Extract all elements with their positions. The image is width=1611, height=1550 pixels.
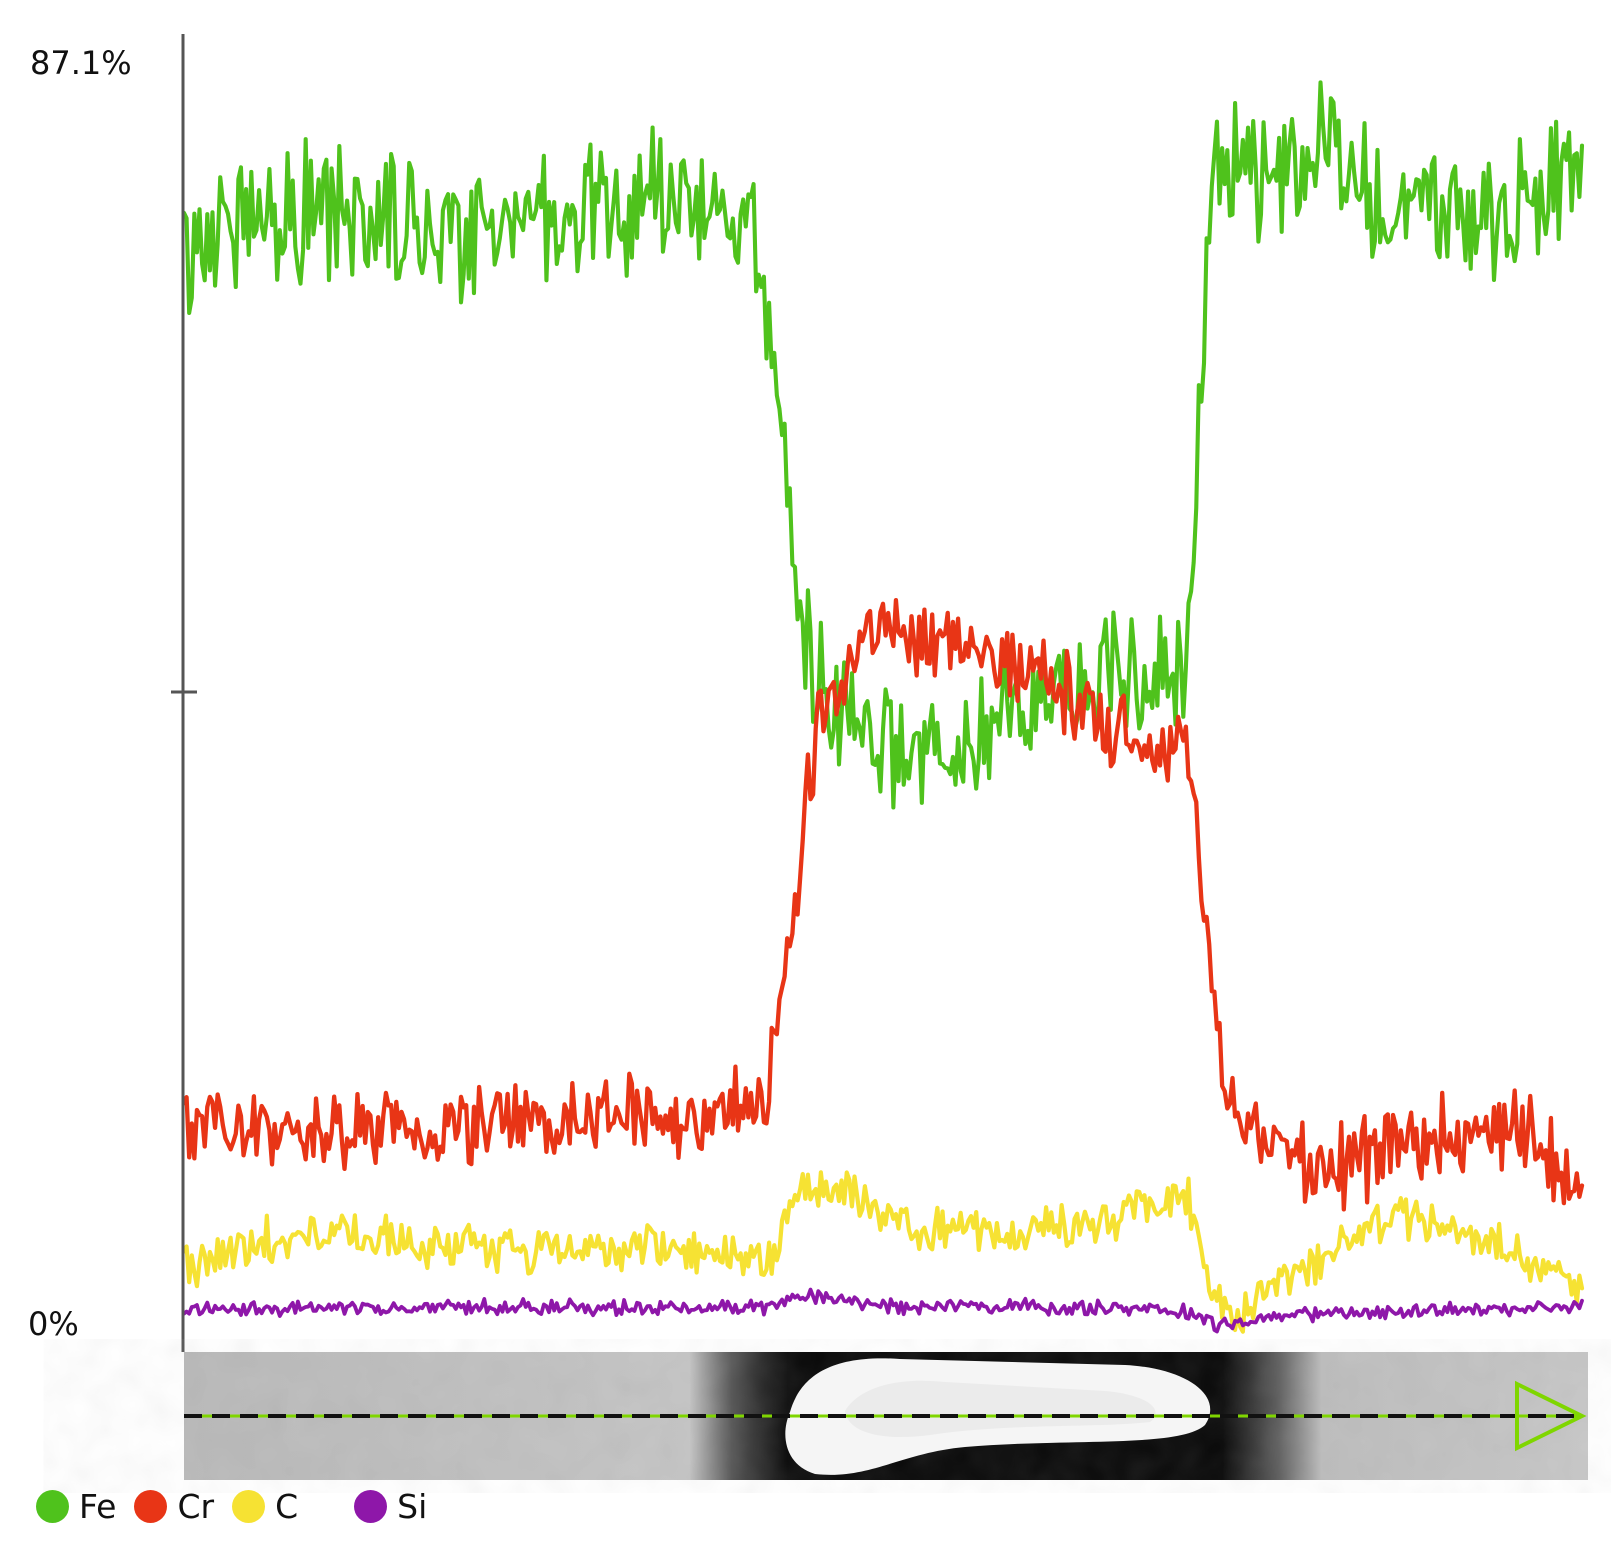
legend-item-cr: Cr [134,1487,214,1526]
fe-color-swatch [36,1489,69,1523]
cr-legend-label: Cr [177,1486,215,1526]
micrograph-particle-core [845,1380,1156,1438]
cr-series-line [181,597,1585,1212]
legend-item-fe: Fe [36,1487,116,1526]
fe-legend-label: Fe [79,1486,117,1526]
fe-series-line [181,80,1585,810]
si-series-line [182,1287,1584,1334]
c-color-swatch [232,1489,266,1523]
c-series-line [181,1170,1585,1334]
line-series-group [181,80,1585,1334]
cr-color-swatch [134,1489,168,1523]
legend-item-c: C [232,1487,298,1526]
y-axis-min-label: 0% [28,1305,79,1343]
si-legend-label: Si [397,1486,428,1526]
sample-micrograph-strip [184,1352,1588,1480]
si-color-swatch [354,1489,388,1523]
c-legend-label: C [275,1486,299,1526]
chart-legend: Fe Cr C Si [36,1484,445,1528]
y-axis-max-label: 87.1% [30,44,132,82]
legend-item-si: Si [354,1487,427,1526]
scan-direction-arrow-icon [1515,1380,1587,1452]
